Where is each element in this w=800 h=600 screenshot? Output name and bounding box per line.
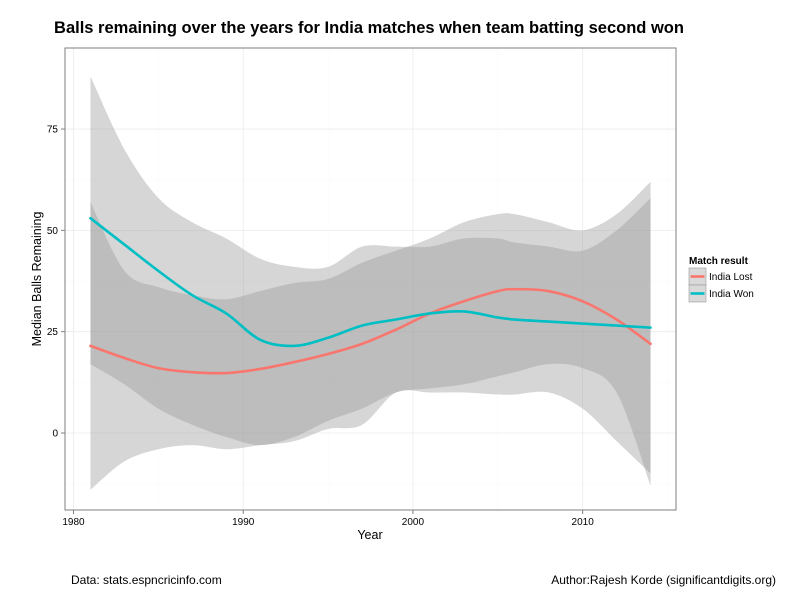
x-tick-label: 1980: [62, 517, 85, 528]
y-axis-title: Median Balls Remaining: [30, 212, 44, 347]
series-line-2: [89, 216, 652, 348]
series-line-1: [89, 287, 652, 375]
y-tick-label: 0: [52, 429, 58, 440]
confidence-band-2: [90, 76, 651, 490]
y-tick-label: 50: [47, 226, 59, 237]
y-tick-label: 25: [47, 327, 59, 338]
confidence-band-1: [90, 181, 651, 486]
x-tick-label: 1990: [232, 517, 255, 528]
panel-border: [64, 47, 677, 511]
chart-title: Balls remaining over the years for India…: [54, 19, 684, 37]
legend: Match result India Lost India Won: [688, 256, 754, 303]
plot-panel: 0 25 50 75 1980 1990 2000 2010: [47, 47, 677, 528]
legend-title: Match result: [689, 256, 749, 267]
legend-label-2: India Won: [709, 289, 754, 300]
y-tick-label: 75: [47, 125, 59, 136]
x-tick-label: 2010: [572, 517, 595, 528]
author-credit: Author:Rajesh Korde (significantdigits.o…: [551, 573, 776, 587]
x-axis-title: Year: [357, 528, 382, 542]
legend-label-1: India Lost: [709, 272, 753, 283]
x-tick-label: 2000: [402, 517, 425, 528]
data-source: Data: stats.espncricinfo.com: [71, 573, 222, 587]
